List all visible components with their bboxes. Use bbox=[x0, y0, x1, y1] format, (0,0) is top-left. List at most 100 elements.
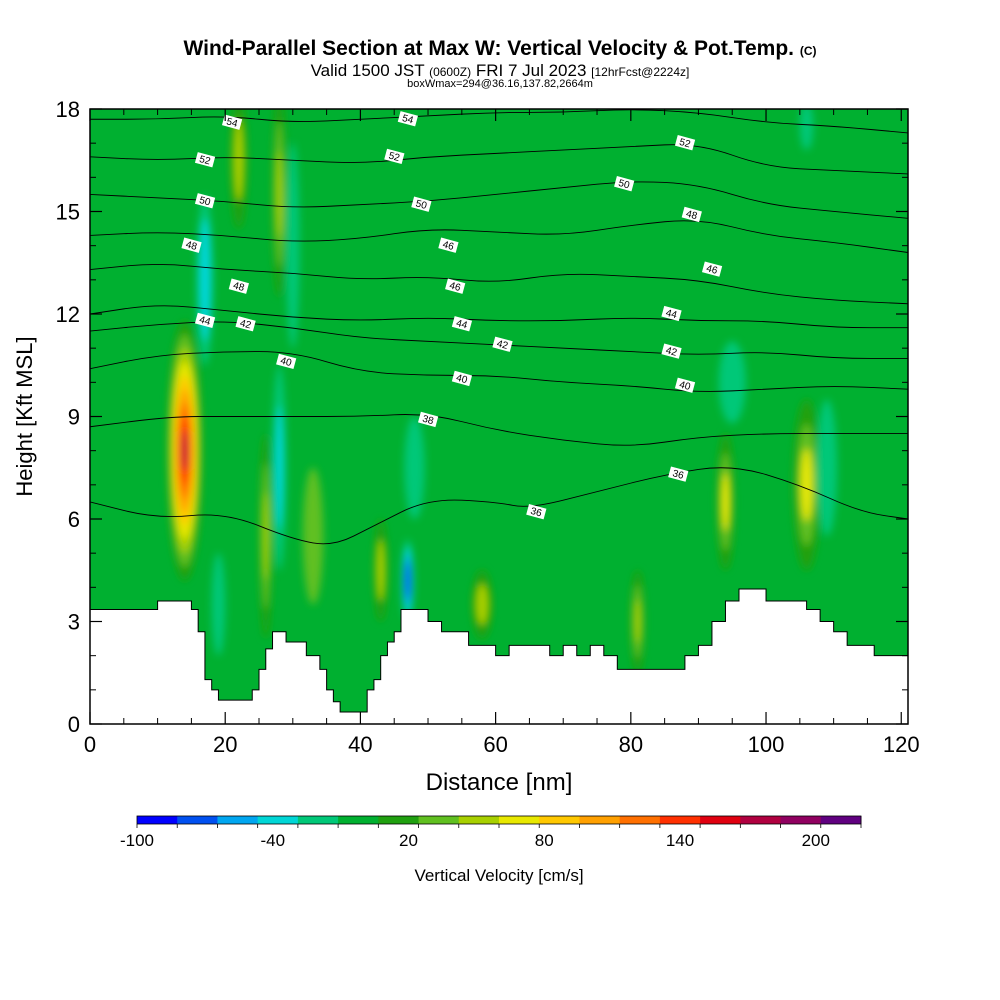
colorbar-tick-label: -40 bbox=[260, 831, 285, 850]
theta-contour-label: 48 bbox=[228, 278, 249, 294]
theta-label-text: 42 bbox=[664, 345, 678, 359]
colorbar-swatch bbox=[297, 816, 339, 824]
theta-label-text: 44 bbox=[455, 318, 469, 332]
colorbar-swatch bbox=[619, 816, 661, 824]
velocity-contour-band bbox=[820, 426, 833, 509]
velocity-cell bbox=[286, 143, 300, 349]
velocity-contour-band bbox=[718, 341, 746, 424]
theta-label-bg bbox=[194, 312, 216, 328]
valid-utc: (0600Z) bbox=[429, 65, 472, 79]
x-tick-label: 80 bbox=[619, 732, 643, 757]
theta-label-text: 50 bbox=[617, 178, 631, 192]
theta-label-bg bbox=[194, 152, 216, 168]
theta-label-bg bbox=[451, 370, 473, 387]
colorbar-tick-label: 20 bbox=[399, 831, 418, 850]
theta-label-bg bbox=[445, 278, 466, 294]
velocity-cell bbox=[211, 553, 226, 656]
colorbar-swatch bbox=[820, 816, 862, 824]
theta-label-text: 48 bbox=[685, 209, 699, 223]
theta-label-bg bbox=[194, 193, 216, 209]
theta-contour-layer: 38 36 36 40 40 40 42 42 42 44 44 44 46 46 46 48 48 48 50 50… bbox=[90, 109, 908, 545]
theta-contour-label: 50 bbox=[194, 193, 216, 209]
theta-label-text: 52 bbox=[198, 154, 212, 168]
y-tick-label: 0 bbox=[68, 712, 80, 737]
valid-date: FRI 7 Jul 2023 bbox=[475, 61, 587, 80]
theta-label-text: 54 bbox=[225, 116, 239, 130]
x-tick-label: 100 bbox=[748, 732, 785, 757]
theta-contour-label: 52 bbox=[674, 135, 696, 151]
theta-label-bg bbox=[701, 261, 723, 277]
theta-contour-line bbox=[90, 264, 908, 305]
theta-contour-line bbox=[90, 467, 908, 545]
theta-contour-label: 40 bbox=[674, 377, 696, 393]
x-axis-label: Distance [nm] bbox=[426, 769, 573, 796]
theta-label-bg bbox=[397, 111, 418, 127]
theta-label-bg bbox=[614, 176, 635, 192]
theta-label-text: 54 bbox=[401, 113, 415, 127]
theta-contour-line bbox=[90, 414, 908, 446]
velocity-contour-band bbox=[721, 472, 730, 532]
theta-label-text: 52 bbox=[387, 151, 401, 165]
theta-label-bg bbox=[661, 343, 682, 359]
theta-contour-label: 38 bbox=[418, 411, 439, 427]
theta-label-text: 44 bbox=[198, 315, 212, 329]
terrain-profile bbox=[89, 588, 909, 725]
theta-label-bg bbox=[411, 196, 432, 212]
theta-label-bg bbox=[384, 148, 405, 164]
x-tick-label: 0 bbox=[84, 732, 96, 757]
colorbar-swatch bbox=[177, 816, 218, 824]
y-tick-label: 15 bbox=[56, 200, 80, 225]
colorbar-swatch bbox=[539, 816, 580, 824]
colorbar-swatch bbox=[418, 816, 460, 824]
theta-contour-label: 46 bbox=[701, 261, 723, 277]
theta-contour-label: 42 bbox=[235, 316, 256, 332]
theta-label-bg bbox=[674, 377, 696, 393]
theta-contour-label: 44 bbox=[661, 305, 682, 321]
theta-label-bg bbox=[451, 316, 473, 332]
velocity-contour-band bbox=[276, 150, 283, 239]
theta-contour-label: 46 bbox=[438, 237, 459, 253]
velocity-cell bbox=[272, 365, 287, 571]
theta-label-bg bbox=[668, 466, 689, 482]
colorbar-swatch bbox=[257, 816, 299, 824]
velocity-cell bbox=[404, 416, 425, 519]
theta-label-bg bbox=[235, 316, 256, 332]
velocity-contour-band bbox=[406, 569, 410, 592]
theta-label-text: 40 bbox=[678, 379, 692, 393]
colorbar-swatch bbox=[499, 816, 540, 824]
theta-label-bg bbox=[276, 353, 297, 369]
x-tick-label: 20 bbox=[213, 732, 237, 757]
theta-label-text: 46 bbox=[705, 263, 719, 277]
velocity-cell bbox=[230, 109, 247, 229]
colorbar-swatch bbox=[378, 816, 420, 824]
theta-label-text: 42 bbox=[495, 338, 509, 352]
velocity-contour-band bbox=[288, 184, 297, 308]
velocity-cell bbox=[167, 320, 203, 581]
theta-contour-label: 50 bbox=[411, 196, 432, 212]
theta-contour-label: 44 bbox=[451, 316, 473, 332]
theta-contour-label: 46 bbox=[445, 278, 466, 294]
theta-label-text: 50 bbox=[414, 198, 428, 212]
velocity-contour-band bbox=[404, 416, 425, 519]
colorbar-swatch bbox=[700, 816, 741, 824]
velocity-contour-band bbox=[181, 430, 188, 472]
theta-label-bg bbox=[181, 237, 202, 253]
theta-label-text: 40 bbox=[455, 373, 469, 387]
colorbar-tick-label: 80 bbox=[535, 831, 554, 850]
y-tick-label: 18 bbox=[56, 97, 80, 122]
velocity-contour-band bbox=[233, 119, 244, 202]
velocity-cell bbox=[716, 433, 735, 571]
theta-contour-line bbox=[90, 181, 908, 219]
colorbar-swatch bbox=[458, 816, 500, 824]
velocity-cell bbox=[302, 467, 324, 605]
velocity-contour-band bbox=[476, 583, 489, 625]
y-tick-label: 12 bbox=[56, 302, 80, 327]
velocity-contour-band bbox=[634, 599, 641, 644]
theta-label-text: 36 bbox=[529, 506, 543, 520]
velocity-contour-band bbox=[263, 492, 269, 581]
chart-title-main: Wind-Parallel Section at Max W: Vertical… bbox=[183, 37, 794, 60]
x-tick-label: 120 bbox=[883, 732, 920, 757]
velocity-contour-band bbox=[214, 573, 223, 636]
velocity-cell bbox=[196, 194, 214, 366]
